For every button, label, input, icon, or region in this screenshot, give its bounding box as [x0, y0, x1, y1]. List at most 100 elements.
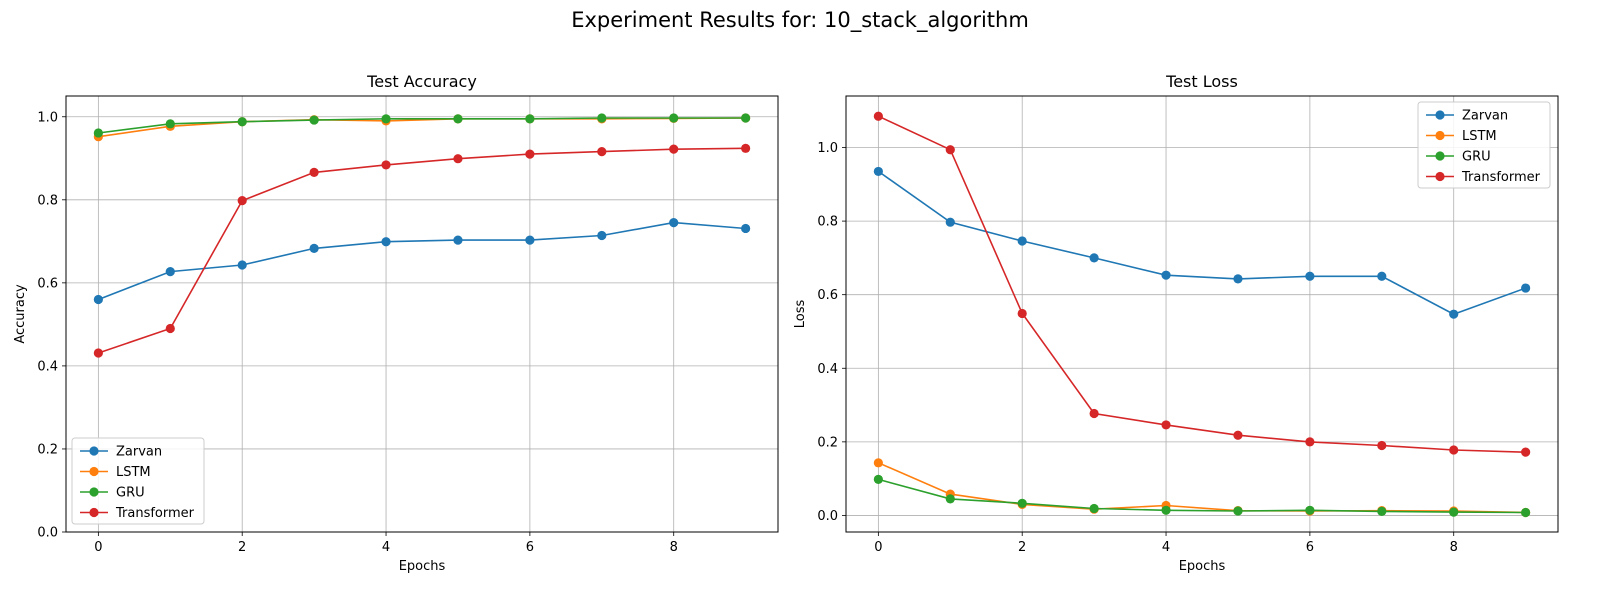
test-accuracy-point-zarvan: [453, 235, 463, 245]
test-accuracy-legend-item-gru: GRU: [80, 486, 145, 501]
test-loss-ytick-label: 1.0: [817, 141, 838, 156]
test-accuracy-point-transformer: [597, 147, 607, 157]
test-loss-legend-item-lstm: LSTM: [1426, 129, 1497, 144]
test-accuracy-point-gru: [165, 119, 175, 129]
test-accuracy-ytick-label: 0.6: [37, 276, 58, 291]
test-accuracy-title: Test Accuracy: [366, 72, 477, 91]
test-accuracy-point-gru: [597, 113, 607, 123]
test-accuracy-ytick-label: 0.8: [37, 193, 58, 208]
test-loss-point-zarvan: [1521, 283, 1531, 293]
test-accuracy-axes-frame: [65, 95, 779, 533]
test-accuracy-legend-item-lstm: LSTM: [80, 465, 151, 480]
test-accuracy-point-gru: [381, 114, 391, 124]
test-loss-point-gru: [873, 474, 883, 484]
test-loss-xtick-label: 4: [1162, 540, 1170, 555]
test-loss-legend-item-zarvan: Zarvan: [1426, 109, 1508, 124]
test-loss-legend-marker-transformer: [1435, 171, 1445, 182]
test-loss-point-zarvan: [1089, 253, 1099, 263]
chart-test-loss: 0 2 4 6 8 0.0 0.2 0.4 0.6 0.8 1.0 Test Loss Epochs Lo…: [793, 72, 1559, 574]
test-accuracy-point-gru: [741, 113, 751, 123]
test-accuracy-point-transformer: [381, 160, 391, 170]
test-accuracy-point-transformer: [309, 167, 319, 178]
test-loss-point-gru: [1017, 498, 1027, 508]
test-loss-ytick-label: 0.0: [817, 509, 838, 524]
test-accuracy-point-gru: [237, 117, 247, 127]
test-loss-point-gru: [1305, 505, 1315, 515]
test-loss-legend-item-transformer: Transformer: [1426, 170, 1541, 185]
test-loss-point-gru: [1377, 506, 1387, 516]
test-accuracy-point-transformer: [165, 323, 175, 334]
test-accuracy-legend-marker-lstm: [89, 466, 99, 477]
test-loss-xtick-label: 8: [1450, 540, 1458, 555]
test-accuracy-point-transformer: [741, 143, 751, 153]
test-accuracy-line-gru: [98, 117, 746, 134]
test-loss-point-gru: [1089, 503, 1099, 514]
test-loss-point-zarvan: [1449, 309, 1459, 319]
test-loss-point-transformer: [1233, 430, 1243, 440]
test-loss-point-transformer: [1017, 308, 1027, 319]
test-loss-legend: Zarvan LSTM GRU Transformer: [1417, 101, 1551, 189]
test-loss-line-lstm: [878, 462, 1526, 514]
test-accuracy-legend-marker-zarvan: [89, 446, 99, 456]
test-loss-legend-label-gru: GRU: [1462, 150, 1491, 165]
test-accuracy-ytick-label: 0.4: [37, 359, 58, 374]
test-accuracy-xtick-label: 4: [382, 540, 390, 555]
test-accuracy-point-zarvan: [309, 243, 319, 253]
test-loss-ytick-label: 0.8: [817, 215, 838, 230]
test-accuracy-xtick-label: 2: [238, 540, 246, 555]
test-accuracy-legend-label-zarvan: Zarvan: [116, 445, 162, 460]
test-loss-legend-marker-zarvan: [1435, 110, 1445, 120]
test-loss-point-gru: [1161, 505, 1171, 515]
test-loss-ytick-label: 0.6: [817, 288, 838, 303]
test-loss-legend-marker-gru: [1435, 151, 1445, 161]
test-accuracy-point-zarvan: [381, 237, 391, 247]
test-accuracy-point-gru: [453, 114, 463, 124]
test-loss-point-transformer: [1449, 445, 1459, 455]
test-loss-legend-marker-lstm: [1435, 130, 1445, 141]
test-accuracy-point-zarvan: [741, 223, 751, 234]
test-accuracy-point-gru: [309, 115, 319, 125]
test-accuracy-point-transformer: [237, 196, 247, 206]
test-accuracy-point-transformer: [669, 144, 679, 154]
test-accuracy-point-zarvan: [597, 230, 607, 241]
test-loss-point-gru: [1521, 507, 1531, 518]
test-loss-point-transformer: [1305, 437, 1315, 447]
test-accuracy-legend-item-transformer: Transformer: [80, 506, 195, 521]
test-accuracy-line-transformer: [98, 147, 746, 354]
figure-title: Experiment Results for: 10_stack_algorit…: [571, 8, 1029, 33]
test-loss-xtick-label: 0: [874, 540, 882, 555]
test-loss-point-zarvan: [873, 166, 883, 177]
test-loss-point-transformer: [1377, 440, 1387, 451]
test-loss-point-transformer: [1161, 420, 1171, 430]
test-accuracy-point-gru: [93, 128, 103, 138]
test-loss-title: Test Loss: [1165, 72, 1238, 91]
test-accuracy-point-zarvan: [165, 267, 175, 277]
test-loss-point-transformer: [873, 111, 883, 121]
test-accuracy-point-zarvan: [669, 218, 679, 228]
test-loss-legend-label-transformer: Transformer: [1461, 170, 1541, 185]
test-accuracy-legend: Zarvan LSTM GRU Transformer: [71, 437, 205, 525]
test-loss-ylabel: Loss: [793, 300, 808, 329]
test-loss-xlabel: Epochs: [1179, 559, 1226, 574]
test-loss-point-zarvan: [1233, 274, 1243, 284]
test-loss-point-transformer: [1089, 408, 1099, 419]
test-loss-ytick-label: 0.2: [817, 435, 838, 450]
test-loss-point-gru: [1449, 507, 1459, 517]
test-accuracy-point-gru: [669, 113, 679, 123]
test-loss-line-gru: [878, 478, 1526, 514]
test-accuracy-xlabel: Epochs: [399, 559, 446, 574]
test-accuracy-xtick-label: 6: [526, 540, 534, 555]
test-accuracy-legend-item-zarvan: Zarvan: [80, 445, 162, 460]
test-accuracy-point-zarvan: [525, 235, 535, 245]
test-loss-point-transformer: [1521, 447, 1531, 457]
test-accuracy-legend-box: [71, 437, 205, 525]
test-accuracy-legend-marker-transformer: [89, 507, 99, 518]
test-loss-point-gru: [945, 494, 955, 504]
test-accuracy-legend-marker-gru: [89, 487, 99, 497]
test-accuracy-legend-label-lstm: LSTM: [116, 465, 151, 480]
test-accuracy-ytick-label: 0.2: [37, 442, 58, 457]
test-accuracy-point-zarvan: [93, 294, 103, 305]
test-loss-xtick-label: 6: [1306, 540, 1314, 555]
test-loss-point-lstm: [873, 458, 883, 468]
test-accuracy-legend-label-gru: GRU: [116, 486, 145, 501]
